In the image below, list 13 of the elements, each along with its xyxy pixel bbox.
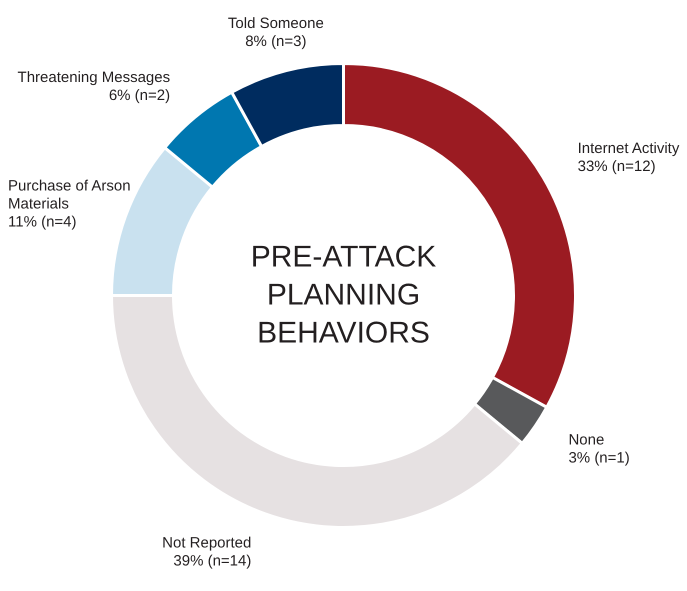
text: PRE-ATTACK PLANNING BEHAVIORS (250, 240, 436, 350)
data-label: 6% (n=2) (108, 86, 170, 104)
slice-label: Threatening Messages (18, 68, 170, 86)
data-label: 3% (n=1) (568, 449, 630, 466)
data-label: 11% (n=4) (8, 213, 77, 230)
slice-label: None (568, 431, 604, 448)
data-label: 33% (n=12) (578, 158, 656, 176)
data-label: 8% (n=3) (245, 33, 307, 50)
data-label: 39% (n=14) (173, 552, 252, 570)
slice-label: Told Someone (228, 15, 324, 32)
slice-label: Purchase of Arson Materials (8, 177, 131, 212)
slice-label: Internet Activity (578, 140, 680, 158)
slice-label: Not Reported (162, 534, 252, 552)
